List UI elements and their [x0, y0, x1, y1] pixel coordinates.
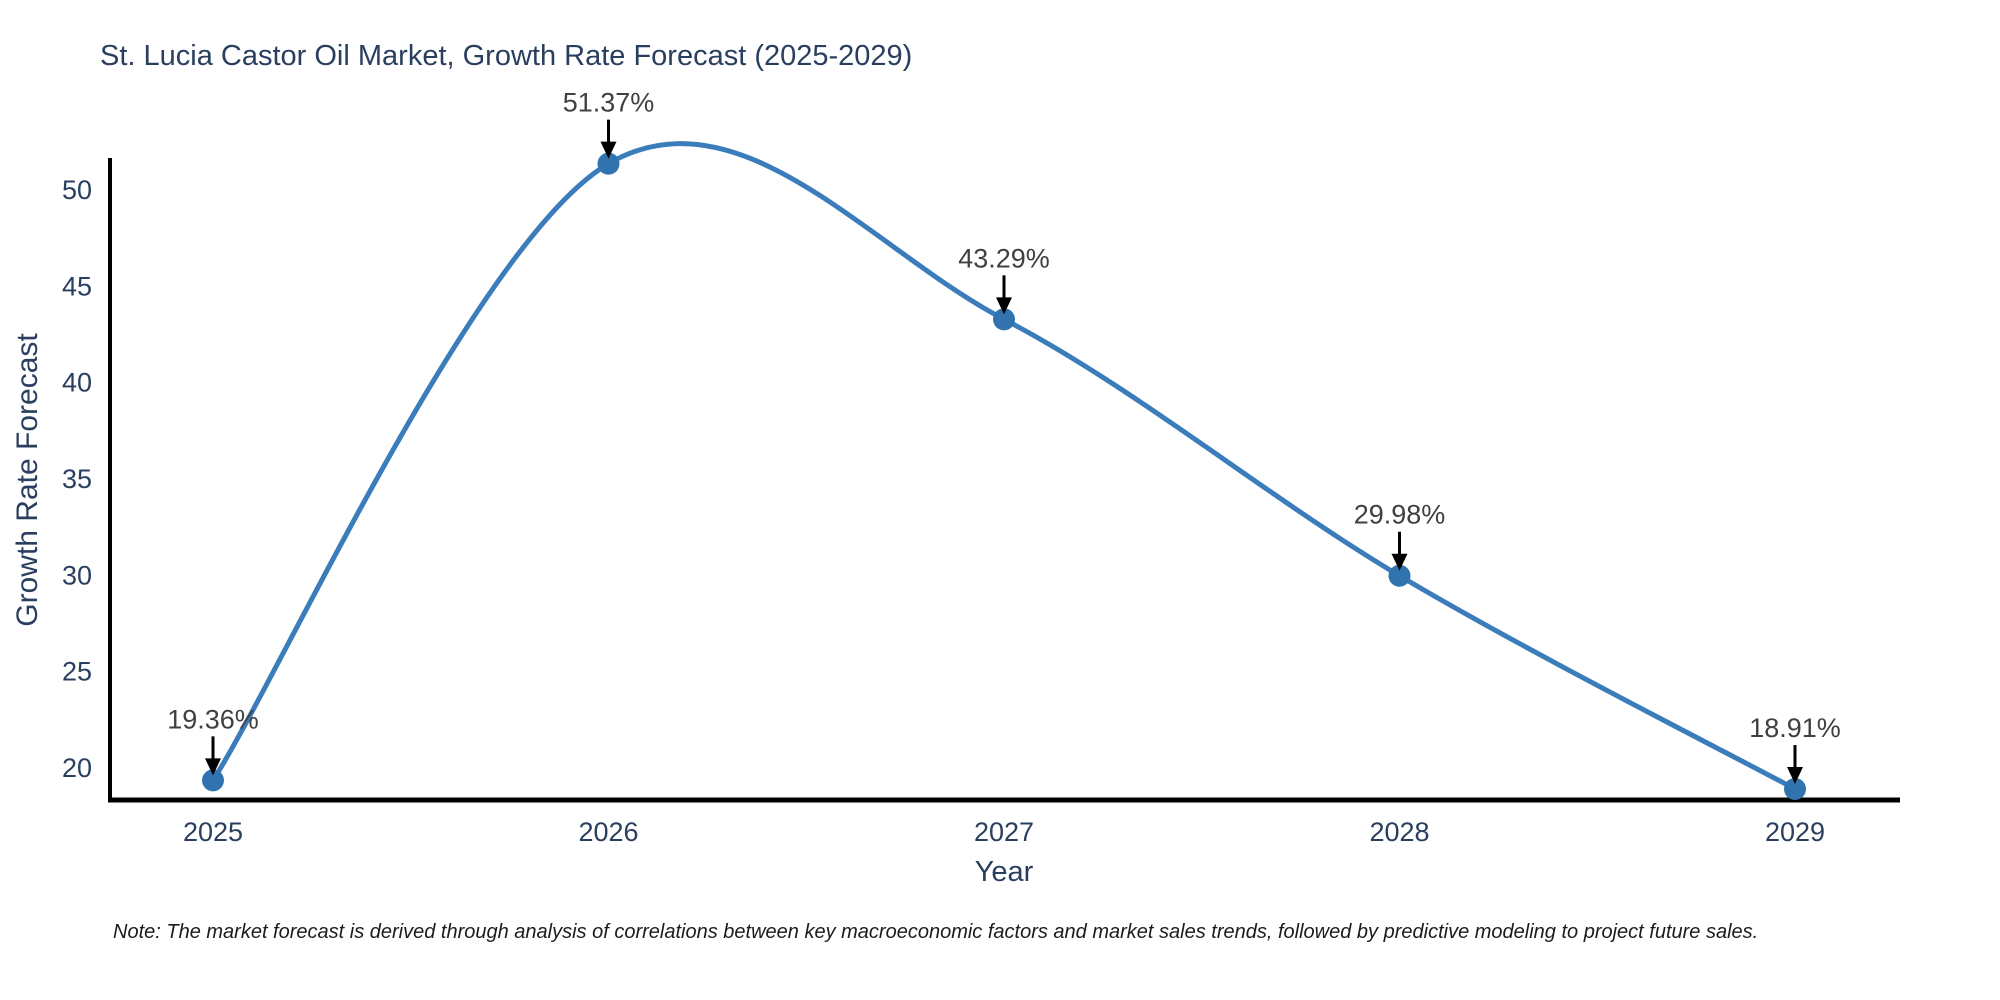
data-point-2026[interactable]: [597, 152, 620, 175]
annotation-arrowhead: [996, 297, 1012, 315]
y-tick-label: 40: [62, 368, 92, 398]
data-point-2029[interactable]: [1784, 778, 1806, 801]
y-tick-label: 50: [62, 175, 92, 205]
y-tick-label: 25: [62, 657, 92, 687]
data-point-2028[interactable]: [1388, 564, 1411, 587]
x-tick-label: 2026: [578, 817, 638, 847]
point-annotation: 19.36%: [167, 704, 259, 734]
x-tick-label: 2025: [183, 817, 243, 847]
x-tick-label: 2027: [974, 817, 1034, 847]
annotation-arrowhead: [205, 758, 221, 776]
y-axis-title: Growth Rate Forecast: [11, 333, 44, 627]
y-tick-label: 20: [62, 753, 92, 783]
y-tick-label: 45: [62, 271, 92, 301]
annotation-arrowhead: [1391, 553, 1408, 571]
annotation-arrowhead: [600, 141, 617, 159]
y-tick-label: 30: [62, 560, 92, 590]
point-annotation: 51.37%: [563, 88, 655, 118]
y-tick-label: 35: [62, 464, 92, 494]
annotation-arrowhead: [1787, 767, 1803, 785]
chart-title: St. Lucia Castor Oil Market, Growth Rate…: [100, 40, 913, 72]
data-point-2025[interactable]: [202, 769, 224, 792]
point-annotation: 29.98%: [1354, 500, 1446, 530]
point-annotation: 43.29%: [958, 243, 1050, 273]
x-axis-title: Year: [974, 856, 1034, 888]
point-annotation: 18.91%: [1749, 713, 1841, 743]
data-point-2027[interactable]: [993, 308, 1015, 331]
footnote: Note: The market forecast is derived thr…: [113, 921, 1759, 943]
trend-line: [210, 141, 1798, 792]
x-tick-label: 2029: [1765, 817, 1825, 847]
x-tick-label: 2028: [1369, 817, 1429, 847]
